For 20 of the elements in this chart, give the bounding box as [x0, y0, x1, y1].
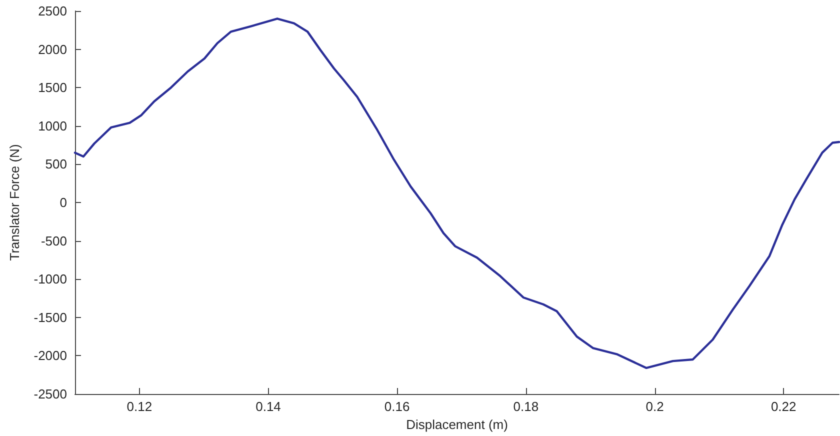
y-tick-label: 1500: [38, 80, 67, 96]
x-axis-title: Displacement (m): [406, 416, 508, 432]
y-tick-label: 500: [45, 156, 67, 172]
y-tick-label: -1500: [34, 310, 67, 325]
x-tick-label: 0.22: [770, 399, 796, 414]
y-tick-label: -2500: [34, 386, 67, 402]
y-tick-label: 0: [60, 195, 67, 210]
y-tick-label: 1000: [38, 118, 67, 134]
y-tick-label: 2500: [38, 4, 67, 18]
y-tick-label: 2000: [38, 42, 67, 57]
x-tick-label: 0.12: [126, 399, 152, 414]
y-axis-title: Translator Force (N): [7, 144, 22, 261]
x-tick-label: 0.16: [384, 399, 410, 414]
y-tick-label: -1000: [34, 272, 67, 287]
y-tick-label: -2000: [34, 348, 67, 364]
x-tick-label: 0.14: [256, 399, 281, 414]
line-series: [74, 18, 840, 370]
x-tick-label: 0.2: [646, 399, 664, 414]
x-tick-label: 0.18: [513, 399, 539, 414]
y-tick-label: -500: [40, 233, 67, 248]
